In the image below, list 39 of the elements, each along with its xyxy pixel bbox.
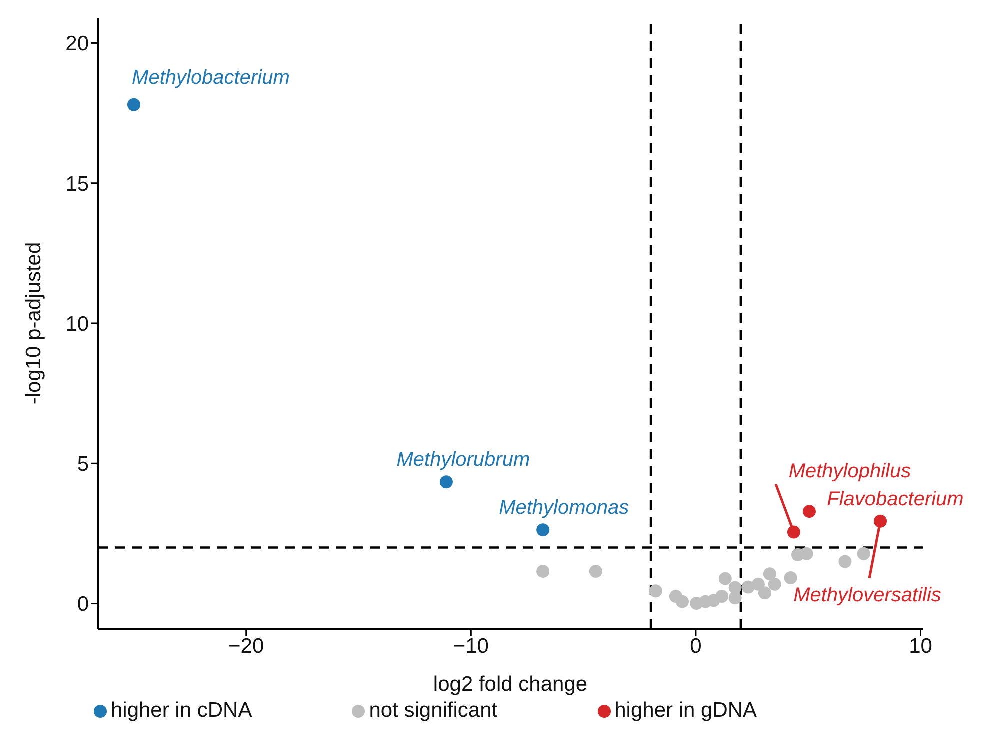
y-axis-title: -log10 p-adjusted xyxy=(22,242,46,405)
annotation: Methylobacterium xyxy=(132,66,290,89)
point xyxy=(728,592,742,605)
point xyxy=(649,584,662,598)
annotation: Methyloversatilis xyxy=(794,584,942,606)
x-tick-label: 0 xyxy=(690,634,702,658)
point xyxy=(838,555,852,568)
point xyxy=(857,547,870,560)
point xyxy=(800,547,814,560)
x-tick-label: −20 xyxy=(228,634,264,658)
point xyxy=(752,578,765,591)
x-axis-title: log2 fold change xyxy=(433,673,588,696)
point xyxy=(127,98,140,112)
annotation: Methylophilus xyxy=(788,460,912,482)
annotation: Flavobacterium xyxy=(827,488,964,511)
point xyxy=(763,568,776,581)
x-tick-label: −10 xyxy=(453,634,489,658)
annotation: Methylorubrum xyxy=(396,449,530,472)
point xyxy=(718,572,732,586)
point xyxy=(589,565,602,578)
point xyxy=(758,586,772,600)
point xyxy=(784,571,798,584)
y-tick-label: 10 xyxy=(66,312,89,336)
point xyxy=(536,524,550,537)
y-tick-label: 0 xyxy=(77,593,89,616)
y-tick-label: 15 xyxy=(66,172,89,196)
point xyxy=(716,590,729,603)
y-tick-label: 20 xyxy=(66,32,89,56)
legend-label: not significant xyxy=(369,699,498,722)
point xyxy=(768,578,782,591)
point xyxy=(676,595,689,608)
x-tick-label: 10 xyxy=(909,634,932,658)
legend-label: higher in gDNA xyxy=(614,699,758,722)
legend-label: higher in cDNA xyxy=(110,699,252,722)
annotation: Methylomonas xyxy=(499,497,630,520)
y-tick-label: 5 xyxy=(77,453,89,476)
point xyxy=(440,476,453,489)
point xyxy=(536,565,550,578)
point xyxy=(802,505,816,518)
